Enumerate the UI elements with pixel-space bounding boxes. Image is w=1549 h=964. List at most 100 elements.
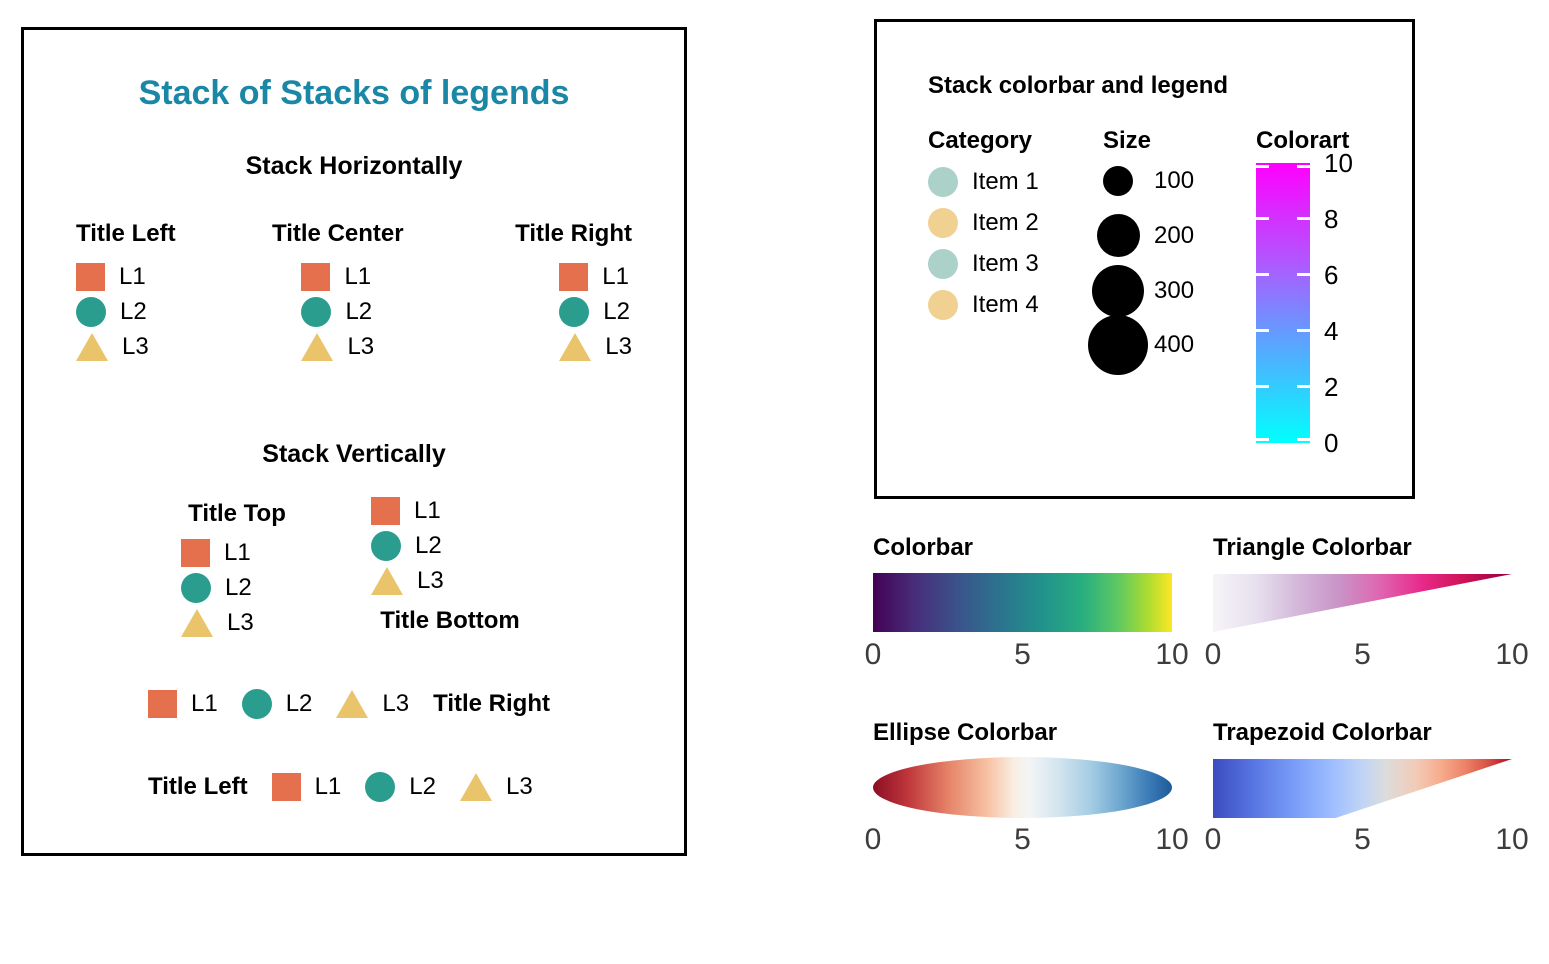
legend-entry-label: L2 xyxy=(409,772,436,800)
legend-entry: L1 xyxy=(559,259,632,294)
tick-label: 10 xyxy=(1495,638,1529,671)
tick-label: 10 xyxy=(1155,638,1189,671)
tick-label: 0 xyxy=(1204,638,1222,671)
legend-entry: L1 xyxy=(181,535,293,570)
legend-title-center: Title Center L1 L2 L3 xyxy=(272,221,404,364)
legend-entry-label: L2 xyxy=(285,689,313,717)
list-item: Item 3 xyxy=(928,243,1039,284)
category-heading: Category xyxy=(928,127,1033,154)
colorart-tick-label: 8 xyxy=(1324,204,1339,234)
legend-entry-label: L1 xyxy=(119,262,146,290)
size-dot-icon xyxy=(1088,315,1148,375)
category-dot-icon xyxy=(928,248,958,279)
triangle-marker xyxy=(336,689,369,718)
tick-label: 5 xyxy=(1354,823,1371,856)
size-label: 300 xyxy=(1154,277,1195,304)
legend-title-left: Title Left L1 L2 L3 xyxy=(76,221,176,364)
tick-label: 5 xyxy=(1014,823,1031,856)
legend-entry-label: L3 xyxy=(227,608,254,636)
triangle-marker xyxy=(76,332,108,361)
size-label: 100 xyxy=(1154,167,1195,194)
size-dot-box xyxy=(1088,265,1148,317)
colorbar-tick-mark xyxy=(1256,217,1269,220)
legend-entry-label: L3 xyxy=(505,772,533,800)
size-dot-box xyxy=(1088,214,1148,257)
colorbar-tick-mark xyxy=(1256,273,1269,276)
square-marker xyxy=(76,262,105,291)
category-legend: Item 1 Item 2 Item 3 Item 4 xyxy=(928,161,1039,325)
size-legend-row: 300 xyxy=(1088,265,1194,317)
trapezoid-colorbar xyxy=(1213,759,1512,818)
square-marker xyxy=(181,538,210,567)
tick-label: 0 xyxy=(1204,823,1222,856)
legend-entry-label: L1 xyxy=(191,689,218,717)
colorbar-heading: Trapezoid Colorbar xyxy=(1213,719,1432,746)
legend-entries: L1 L2 L3 xyxy=(76,259,149,364)
colorart-tick-label: 6 xyxy=(1324,260,1339,290)
size-label: 200 xyxy=(1154,221,1195,249)
tick-label: 5 xyxy=(1354,638,1371,671)
circle-marker xyxy=(76,296,106,327)
size-heading: Size xyxy=(1103,127,1152,154)
colorart-tick-label: 4 xyxy=(1324,316,1339,346)
circle-marker xyxy=(241,688,272,719)
legend-entry: L3 xyxy=(181,605,293,640)
panel-title: Stack colorbar and legend xyxy=(928,72,1229,99)
circle-marker xyxy=(371,530,401,561)
legend-entry: L1 xyxy=(371,493,529,528)
legend-entry: L1 xyxy=(271,769,342,804)
legend-entry: L1 xyxy=(76,259,149,294)
legend-entries: L1 L2 L3 xyxy=(181,535,293,640)
circle-marker xyxy=(559,296,590,327)
legend-row-title-right: L1 L2 L3 Title Right xyxy=(148,686,550,721)
legend-entry: L2 xyxy=(241,686,313,721)
category-dot-icon xyxy=(928,207,958,238)
tick-label: 0 xyxy=(864,823,882,856)
colorart-tick-label: 2 xyxy=(1324,372,1339,402)
circle-marker xyxy=(365,771,396,802)
colorbar-tick-mark xyxy=(1256,385,1269,388)
legend-title: Title Left xyxy=(76,220,176,247)
size-legend-row: 200 xyxy=(1088,214,1194,257)
legend-entries: L1 L2 L3 xyxy=(371,493,529,598)
colorart-colorbar xyxy=(1256,163,1310,443)
legend-entry: L3 xyxy=(371,563,529,598)
colorbar-tick-mark xyxy=(1256,438,1269,441)
legend-entry: L2 xyxy=(365,769,436,804)
legend-title: Title Center xyxy=(272,220,404,247)
size-dot-icon xyxy=(1092,265,1144,317)
legend-entry: L2 xyxy=(559,294,632,329)
list-item: Item 1 xyxy=(928,161,1039,202)
legend-title: Title Top xyxy=(188,500,286,527)
legend-entry-label: L2 xyxy=(345,297,373,325)
category-label: Item 3 xyxy=(972,249,1039,277)
legend-title: Title Left xyxy=(148,773,248,800)
category-dot-icon xyxy=(928,289,958,320)
legend-entry-label: L1 xyxy=(314,772,342,800)
colorbar-tick-mark xyxy=(1297,438,1310,441)
triangle-marker xyxy=(559,332,592,361)
legend-title-bottom: L1 L2 L3 Title Bottom xyxy=(371,493,529,634)
colorbar-tick-mark xyxy=(1297,217,1310,220)
legend-entry: L3 xyxy=(336,686,409,721)
category-label: Item 2 xyxy=(972,208,1039,236)
colorart-heading: Colorart xyxy=(1256,127,1350,154)
triangle-marker xyxy=(459,772,492,801)
legend-entry: L3 xyxy=(301,329,374,364)
square-marker xyxy=(271,772,301,801)
rectangle-colorbar xyxy=(873,573,1172,632)
colorbar-axis: 0 5 10 xyxy=(1205,638,1529,672)
colorbar-heading: Ellipse Colorbar xyxy=(873,719,1058,746)
legend-row-title-left: Title Left L1 L2 L3 xyxy=(148,769,533,804)
list-item: Item 4 xyxy=(928,284,1039,325)
colorbar-tick-mark xyxy=(1256,165,1269,168)
legend-entry: L1 xyxy=(148,686,218,721)
legend-entries: L1 L2 L3 xyxy=(559,259,632,364)
colorbar-heading: Colorbar xyxy=(873,534,974,561)
colorbar-heading: Triangle Colorbar xyxy=(1213,534,1412,561)
legend-title-right: Title Right L1 L2 L3 xyxy=(502,221,632,364)
legend-entry-label: L2 xyxy=(120,297,147,325)
triangle-marker xyxy=(181,608,213,637)
triangle-marker xyxy=(371,566,403,595)
